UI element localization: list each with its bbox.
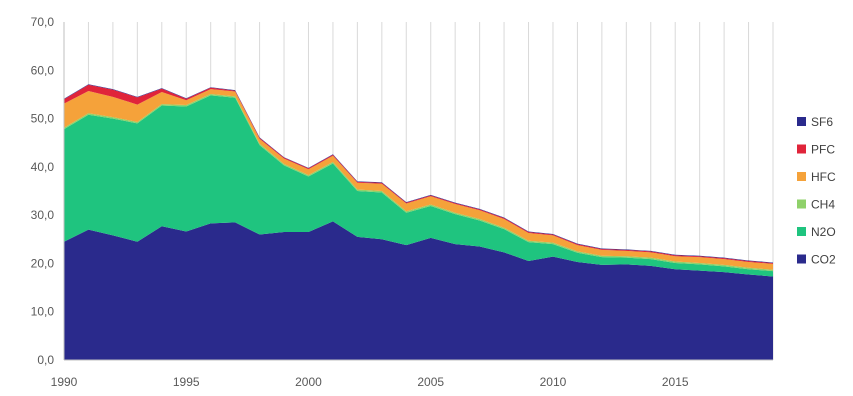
legend-swatch-hfc — [797, 172, 806, 181]
legend-swatch-ch4 — [797, 199, 806, 209]
y-tick-label: 10,0 — [31, 305, 55, 319]
y-tick-label: 50,0 — [31, 112, 55, 126]
area-co2 — [64, 221, 773, 360]
legend-label-co2: CO2 — [811, 253, 836, 267]
legend-label-hfc: HFC — [811, 170, 836, 184]
legend-swatch-pfc — [797, 144, 806, 154]
x-tick-label: 2015 — [662, 375, 689, 389]
axes: 0,0 10,0 20,0 30,0 40,0 50,0 60,0 70,0 1990 1995 2… — [31, 15, 773, 389]
legend: SF6 PFC HFC CH4 N2O CO2 — [797, 115, 836, 267]
area-hfc — [64, 89, 773, 270]
area-n2o — [64, 95, 773, 277]
legend-label-n2o: N2O — [811, 225, 836, 239]
plot-areas — [64, 84, 773, 360]
legend-label-pfc: PFC — [811, 143, 835, 157]
legend-swatch-co2 — [797, 254, 806, 264]
y-tick-label: 20,0 — [31, 256, 55, 270]
area-pfc — [64, 84, 773, 264]
y-tick-label: 30,0 — [31, 208, 55, 222]
x-tick-label: 2000 — [295, 375, 322, 389]
legend-swatch-n2o — [797, 227, 806, 236]
x-tick-label: 1995 — [173, 375, 200, 389]
legend-label-sf6: SF6 — [811, 115, 833, 129]
legend-label-ch4: CH4 — [811, 198, 835, 212]
x-tick-label: 1990 — [51, 375, 78, 389]
legend-swatch-sf6 — [797, 117, 806, 126]
x-tick-label: 2005 — [417, 375, 444, 389]
y-tick-label: 40,0 — [31, 160, 55, 174]
y-tick-label: 70,0 — [31, 15, 55, 29]
y-tick-label: 0,0 — [37, 353, 54, 367]
x-tick-label: 2010 — [540, 375, 567, 389]
y-tick-label: 60,0 — [31, 63, 55, 77]
